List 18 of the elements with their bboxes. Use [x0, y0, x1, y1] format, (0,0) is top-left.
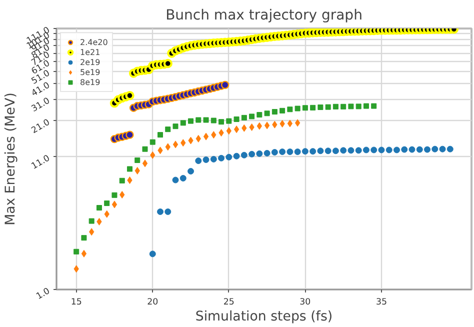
x-tick-label: 20	[147, 298, 158, 308]
x-tick-label: 30	[300, 298, 311, 308]
y-tick-label: 41.0	[30, 80, 52, 99]
chart-title: Bunch max trajectory graph	[166, 8, 362, 24]
x-axis-title: Simulation steps (fs)	[195, 310, 333, 324]
x-tick-label: 15	[70, 298, 82, 308]
legend-label: 1e21	[80, 48, 100, 56]
legend-label: 2e19	[80, 58, 100, 66]
legend-label: 2.4e20	[80, 38, 108, 46]
y-axis-title: Max Energies (MeV)	[4, 92, 19, 226]
y-tick-label: 21.0	[30, 118, 52, 136]
y-tick-label: 1.0	[34, 286, 52, 302]
y-tick-label: 31.0	[30, 96, 52, 114]
legend-label: 5e19	[80, 68, 100, 76]
legend-label: 8e19	[80, 78, 100, 86]
x-tick-label: 25	[223, 298, 234, 308]
y-tick-label: 11.0	[30, 154, 52, 172]
x-tick-label: 35	[376, 298, 387, 308]
